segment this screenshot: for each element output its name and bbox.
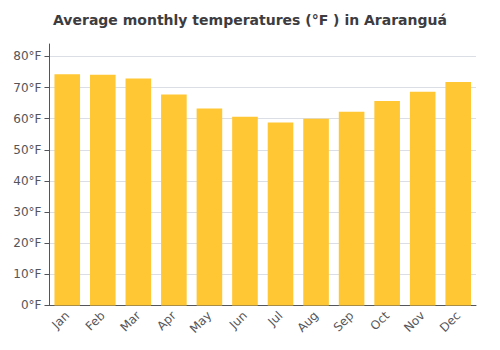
svg-text:Sep: Sep bbox=[331, 309, 357, 335]
svg-text:Feb: Feb bbox=[83, 309, 108, 334]
svg-text:70°F: 70°F bbox=[13, 81, 41, 95]
svg-text:Jan: Jan bbox=[49, 309, 73, 333]
svg-text:Nov: Nov bbox=[401, 309, 427, 335]
svg-text:50°F: 50°F bbox=[13, 143, 41, 157]
svg-text:0°F: 0°F bbox=[21, 298, 42, 312]
svg-text:60°F: 60°F bbox=[13, 112, 41, 126]
svg-text:80°F: 80°F bbox=[13, 49, 41, 63]
svg-text:May: May bbox=[187, 309, 214, 336]
svg-text:40°F: 40°F bbox=[13, 174, 41, 188]
svg-text:Oct: Oct bbox=[368, 308, 393, 333]
svg-text:20°F: 20°F bbox=[13, 236, 41, 250]
svg-text:Aug: Aug bbox=[295, 309, 321, 335]
svg-text:Dec: Dec bbox=[437, 309, 463, 335]
svg-text:30°F: 30°F bbox=[13, 205, 41, 219]
svg-text:10°F: 10°F bbox=[13, 267, 41, 281]
svg-text:Mar: Mar bbox=[117, 308, 143, 334]
svg-text:Average monthly temperatures (: Average monthly temperatures (°F ) in Ar… bbox=[53, 12, 447, 28]
svg-text:Apr: Apr bbox=[154, 308, 179, 333]
svg-text:Jul: Jul bbox=[265, 309, 286, 330]
svg-text:Jun: Jun bbox=[226, 309, 250, 333]
